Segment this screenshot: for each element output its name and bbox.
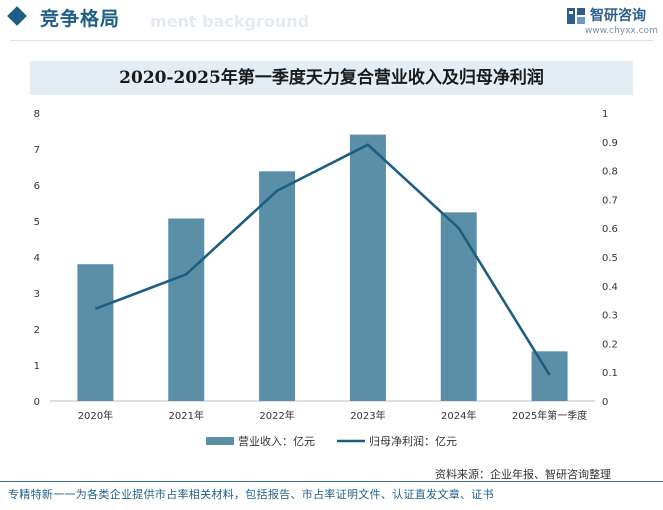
right-tick-label: 0	[602, 397, 608, 408]
right-tick-label: 1	[602, 109, 608, 120]
right-tick-label: 0.3	[602, 311, 618, 322]
legend-label-revenue: 营业收入：亿元	[238, 434, 315, 448]
brand-name: 智研咨询	[590, 8, 646, 24]
right-tick-label: 0.5	[602, 253, 618, 264]
footer-text: 专精特新一一为各类企业提供市占率相关材料，包括报告、市占率证明文件、认证直发文章…	[8, 488, 494, 501]
header: 竞争格局 ment background 智研咨询 www.chyxx.com	[0, 0, 663, 38]
chart-title: 2020-2025年第一季度天力复合营业收入及归母净利润	[119, 68, 544, 88]
bar	[349, 134, 386, 401]
right-tick-label: 0.2	[602, 339, 618, 350]
bar	[440, 212, 477, 401]
right-tick-label: 0.9	[602, 138, 618, 149]
right-tick-label: 0.1	[602, 368, 618, 379]
chart: 0 1 2 3 4 5 6 7 8 0 0.1 0.2 0.3 0.4 0.5 0.6 0.7 0.8 0.9 1 20…	[34, 109, 618, 448]
x-tick-label: 2022年	[259, 409, 294, 422]
legend-swatch-bar	[206, 437, 234, 445]
title-band	[30, 61, 633, 95]
right-tick-label: 0.4	[602, 282, 618, 293]
right-tick-label: 0.7	[602, 195, 618, 206]
x-tick-label: 2023年	[350, 409, 385, 422]
net-profit-line	[94, 143, 551, 376]
left-tick-label: 0	[34, 397, 40, 408]
right-tick-label: 0.6	[602, 224, 618, 235]
bar	[168, 218, 205, 401]
right-tick-label: 0.8	[602, 167, 618, 178]
brand-url: www.chyxx.com	[585, 26, 658, 36]
x-tick-label: 2025年第一季度	[512, 409, 587, 422]
left-tick-label: 8	[34, 109, 40, 120]
brand-logo-icon	[567, 8, 585, 24]
header-divider	[10, 40, 653, 41]
background-watermark-text: ment background	[150, 12, 310, 31]
x-tick-label: 2020年	[78, 409, 113, 422]
x-tick-label: 2024年	[441, 409, 476, 422]
left-tick-label: 4	[34, 253, 40, 264]
left-tick-label: 5	[34, 217, 40, 228]
left-tick-label: 2	[34, 325, 40, 336]
section-title: 竞争格局	[40, 8, 121, 30]
source-note: 资料来源：企业年报、智研咨询整理	[435, 468, 611, 481]
bar	[77, 264, 114, 401]
footer-divider	[0, 481, 663, 482]
x-tick-label: 2021年	[169, 409, 204, 422]
bar	[531, 351, 568, 401]
left-tick-label: 6	[34, 181, 40, 192]
left-tick-label: 7	[34, 145, 40, 156]
left-tick-label: 1	[34, 361, 40, 372]
left-tick-label: 3	[34, 289, 40, 300]
bar	[259, 171, 296, 401]
legend-label-net-profit: 归母净利润：亿元	[369, 434, 457, 448]
